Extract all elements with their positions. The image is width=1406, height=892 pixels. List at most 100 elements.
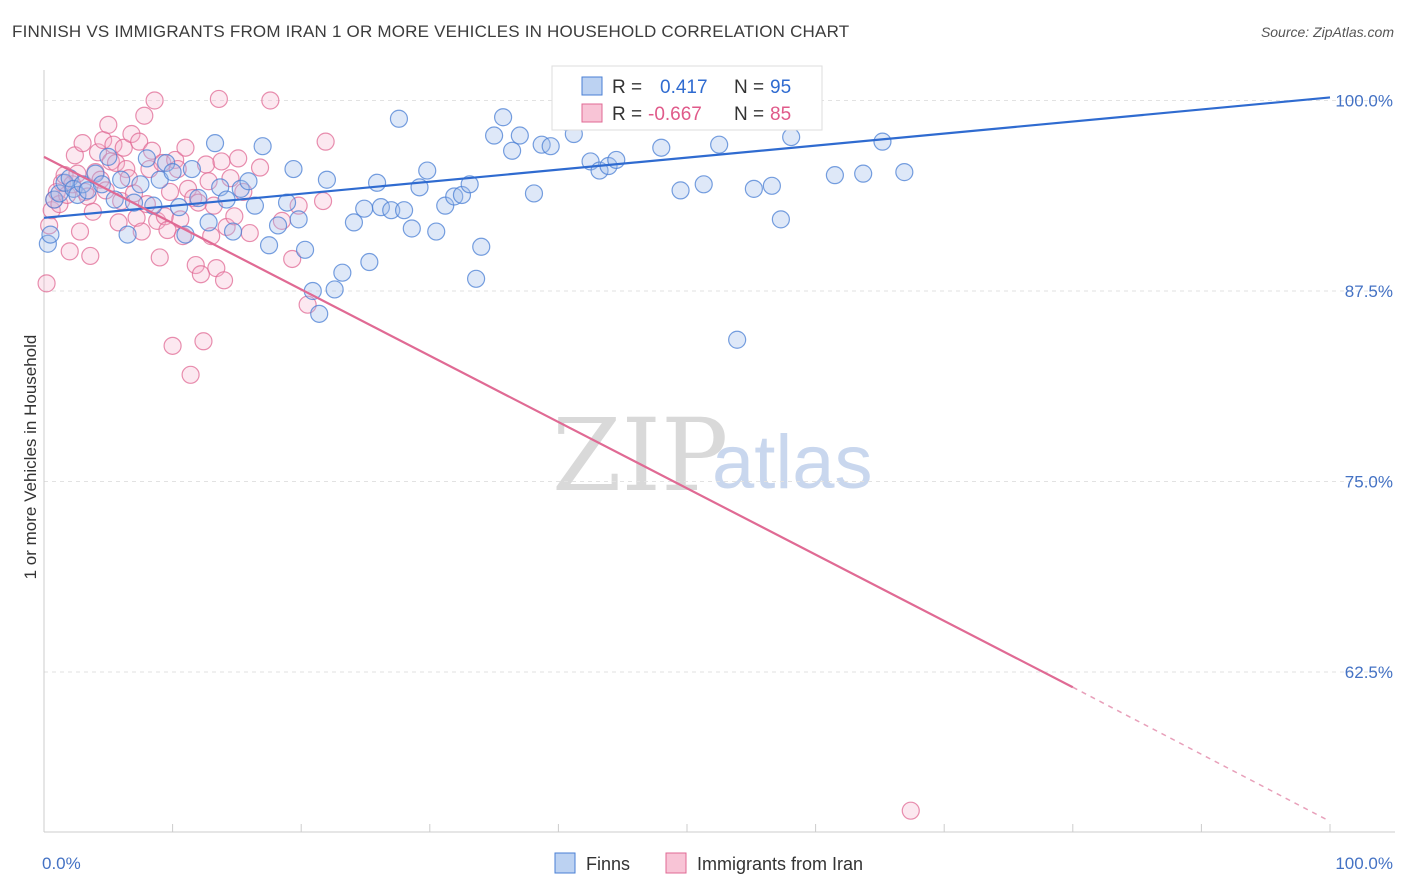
legend-n-label-iran: N =: [734, 104, 764, 125]
iran-point-28: [109, 213, 128, 232]
iran-point-61: [194, 332, 213, 351]
iran-point-79: [283, 249, 302, 269]
bottom-legend-iran: Immigrants from Iran: [697, 854, 863, 874]
trend-line-finns: [43, 96, 1331, 219]
iran-point-33: [122, 124, 141, 144]
legend-n-value-iran: 85: [770, 104, 791, 125]
finn-point-39: [284, 159, 303, 179]
iran-point-54: [176, 138, 195, 157]
finn-point-44: [317, 170, 337, 189]
iran-point-77: [261, 91, 280, 110]
iran-point-56: [181, 365, 200, 384]
finn-point-88: [762, 176, 781, 195]
iran-point-42: [145, 91, 164, 110]
finn-point-18: [137, 149, 156, 168]
bottom-legend-swatch-iran: [665, 852, 687, 874]
finn-point-35: [253, 137, 272, 156]
finn-point-91: [825, 166, 844, 185]
legend-n-value-finns: 95: [770, 77, 791, 98]
finn-point-10: [86, 164, 105, 183]
finn-point-71: [541, 137, 560, 156]
finn-point-25: [182, 159, 201, 179]
finn-point-48: [355, 199, 374, 218]
finn-point-7: [68, 185, 87, 205]
y-tick-labels: 62.5% 75.0% 87.5% 100.0%: [1335, 91, 1393, 682]
legend-r-label-finns: R =: [612, 77, 642, 98]
legend-swatch-iran: [581, 103, 603, 123]
y-tick-label-2: 87.5%: [1345, 282, 1393, 301]
finn-point-1: [41, 225, 60, 244]
iran-point-9: [60, 242, 79, 261]
iran-point-38: [135, 106, 154, 125]
iran-point-49: [163, 336, 182, 355]
finn-point-55: [402, 219, 421, 238]
y-tick-label-1: 75.0%: [1345, 472, 1393, 491]
y-tick-label-3: 100.0%: [1335, 91, 1393, 110]
series-iran-points: [37, 89, 920, 820]
bottom-legend-swatch-finns: [554, 852, 576, 874]
finn-point-17: [131, 175, 150, 194]
finn-point-21: [157, 153, 176, 173]
finn-point-46: [333, 263, 352, 282]
iran-point-82: [313, 191, 333, 211]
iran-point-51: [168, 159, 187, 179]
finn-point-94: [895, 163, 914, 182]
iran-point-44: [150, 248, 169, 267]
iran-point-0: [37, 274, 56, 293]
legend-r-value-iran: -0.667: [648, 104, 702, 125]
iran-point-74: [234, 182, 253, 202]
bottom-legend-finns: Finns: [586, 854, 630, 874]
iran-point-55: [178, 179, 198, 198]
source-credit: Source: ZipAtlas.com: [1260, 24, 1394, 40]
iran-point-48: [160, 182, 180, 202]
finn-point-40: [289, 210, 308, 229]
finn-point-45: [325, 280, 344, 299]
finn-point-69: [524, 184, 544, 203]
finn-point-51: [371, 198, 391, 217]
trend-line-iran: [43, 155, 1074, 689]
finn-point-89: [771, 210, 790, 229]
finn-point-57: [418, 161, 437, 180]
legend-r-value-finns: 0.417: [660, 77, 708, 98]
iran-point-83: [316, 132, 335, 151]
iran-point-80: [289, 196, 308, 215]
iran-point-36: [130, 132, 149, 151]
iran-point-63: [199, 172, 218, 191]
iran-point-58: [186, 255, 205, 275]
watermark-atlas: atlas: [712, 420, 873, 505]
trend-line-iran-extension: [1072, 686, 1331, 822]
finn-point-64: [472, 237, 491, 256]
finn-point-52: [382, 201, 401, 220]
finn-point-33: [239, 172, 258, 191]
finn-point-43: [310, 304, 329, 323]
finn-point-60: [445, 187, 464, 206]
y-axis-label: 1 or more Vehicles in Household: [21, 335, 40, 580]
finn-point-92: [854, 164, 873, 183]
finn-point-15: [118, 225, 137, 244]
iran-point-75: [240, 223, 259, 243]
iran-point-24: [99, 115, 118, 134]
finn-point-53: [389, 109, 409, 128]
legend-r-label-iran: R =: [612, 104, 642, 125]
finn-point-90: [782, 127, 801, 147]
trend-lines: [43, 96, 1331, 822]
iran-point-84: [901, 801, 920, 820]
finn-point-27: [199, 213, 218, 232]
y-tick-label-0: 62.5%: [1345, 663, 1393, 682]
legend-swatch-finns: [581, 76, 603, 96]
finn-point-50: [367, 173, 387, 192]
finn-point-19: [144, 196, 163, 215]
finn-point-66: [494, 108, 513, 127]
x-tick-label-0: 0.0%: [42, 854, 81, 873]
finn-point-82: [671, 181, 690, 200]
finn-point-3: [50, 184, 69, 203]
finn-point-85: [710, 135, 729, 154]
finn-point-54: [394, 201, 414, 220]
finn-point-36: [259, 236, 279, 255]
finn-point-93: [873, 132, 892, 151]
finn-point-41: [295, 240, 315, 259]
finn-point-68: [510, 126, 529, 145]
finn-point-12: [99, 147, 118, 166]
finn-point-28: [205, 134, 225, 153]
iran-point-30: [114, 138, 133, 157]
